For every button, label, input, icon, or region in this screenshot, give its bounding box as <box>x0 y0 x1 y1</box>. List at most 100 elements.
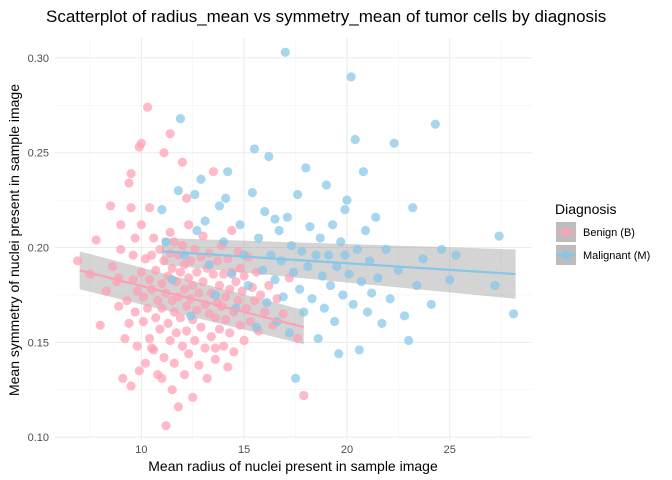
data-point-malignant <box>293 189 303 200</box>
data-point-malignant <box>200 216 210 226</box>
data-point-benign <box>144 275 155 285</box>
y-tick-label: 0.30 <box>28 53 49 65</box>
legend-title: Diagnosis <box>555 201 616 217</box>
data-point-malignant <box>186 311 196 321</box>
data-point-malignant <box>404 335 414 346</box>
data-point-benign <box>237 286 247 296</box>
data-point-malignant <box>332 261 342 272</box>
data-point-malignant <box>161 237 171 247</box>
x-axis-ticks: 10 15 20 25 <box>135 444 456 456</box>
y-tick-label: 0.20 <box>28 243 49 255</box>
data-point-benign <box>194 360 204 370</box>
data-point-benign <box>184 273 194 283</box>
data-point-benign <box>149 233 159 243</box>
data-point-malignant <box>262 297 272 308</box>
data-point-benign <box>165 248 175 258</box>
data-point-benign <box>157 373 167 383</box>
data-point-benign <box>192 267 202 277</box>
data-point-benign <box>107 261 118 272</box>
y-tick-label: 0.25 <box>28 148 49 160</box>
data-point-benign <box>278 309 288 319</box>
data-point-benign <box>184 349 194 359</box>
data-point-malignant <box>399 311 410 321</box>
data-point-malignant <box>204 259 214 270</box>
data-point-malignant <box>258 265 268 275</box>
data-point-benign <box>105 201 116 211</box>
data-point-malignant <box>223 167 233 177</box>
data-point-benign <box>188 392 198 402</box>
data-point-benign <box>179 369 190 380</box>
data-point-benign <box>233 296 243 306</box>
data-point-benign <box>155 324 165 334</box>
data-point-benign <box>136 138 146 148</box>
data-point-benign <box>126 381 136 391</box>
data-point-benign <box>95 320 105 330</box>
data-point-malignant <box>323 250 334 260</box>
data-point-benign <box>221 292 231 302</box>
data-point-benign <box>218 341 229 351</box>
data-point-benign <box>126 168 136 179</box>
y-tick-label: 0.15 <box>28 337 49 349</box>
data-point-malignant <box>340 250 350 260</box>
data-point-malignant <box>338 290 348 300</box>
data-point-benign <box>221 314 231 325</box>
data-point-benign <box>186 256 196 266</box>
data-point-malignant <box>260 206 270 217</box>
data-point-benign <box>140 358 151 368</box>
data-point-malignant <box>311 250 321 260</box>
data-point-benign <box>299 390 309 401</box>
data-point-benign <box>142 303 153 313</box>
data-point-malignant <box>334 349 344 359</box>
data-point-benign <box>163 318 173 328</box>
data-point-malignant <box>352 244 362 255</box>
data-point-benign <box>165 335 175 346</box>
data-point-benign <box>192 305 202 315</box>
data-point-benign <box>134 366 144 376</box>
data-point-malignant <box>508 309 519 319</box>
data-point-malignant <box>173 186 183 196</box>
data-point-benign <box>155 244 165 255</box>
legend-item: Malignant (M) <box>556 245 650 265</box>
data-point-benign <box>118 373 128 383</box>
data-point-malignant <box>367 288 377 298</box>
data-point-benign <box>264 280 274 291</box>
data-point-benign <box>214 324 225 334</box>
data-point-malignant <box>317 271 327 281</box>
data-point-malignant <box>264 151 274 162</box>
y-tick-label: 0.10 <box>28 432 49 444</box>
data-point-malignant <box>218 237 229 247</box>
data-point-benign <box>138 316 149 327</box>
data-point-benign <box>151 313 161 323</box>
data-point-benign <box>116 244 126 255</box>
data-point-benign <box>153 296 163 306</box>
data-point-malignant <box>330 316 340 327</box>
data-point-benign <box>167 385 177 395</box>
data-point-benign <box>147 250 157 260</box>
data-point-benign <box>206 332 216 342</box>
data-point-benign <box>227 225 237 236</box>
data-point-benign <box>260 307 270 317</box>
data-point-benign <box>147 343 157 353</box>
data-point-malignant <box>348 299 358 310</box>
data-point-benign <box>239 271 249 281</box>
data-point-benign <box>136 220 146 230</box>
data-point-benign <box>128 275 138 285</box>
legend-key-point <box>561 227 571 237</box>
data-point-malignant <box>418 254 428 264</box>
x-tick-label: 20 <box>341 444 353 456</box>
data-point-benign <box>159 352 169 363</box>
data-point-malignant <box>249 144 260 154</box>
data-point-malignant <box>430 119 440 129</box>
data-point-benign <box>167 263 177 273</box>
data-point-malignant <box>319 303 329 313</box>
data-point-benign <box>235 263 245 273</box>
data-point-malignant <box>412 280 422 291</box>
data-point-malignant <box>350 134 360 145</box>
data-point-benign <box>169 237 179 247</box>
data-point-benign <box>144 203 155 213</box>
data-point-benign <box>161 421 171 431</box>
data-point-benign <box>132 341 142 351</box>
data-point-malignant <box>451 250 461 260</box>
data-point-malignant <box>315 233 325 243</box>
